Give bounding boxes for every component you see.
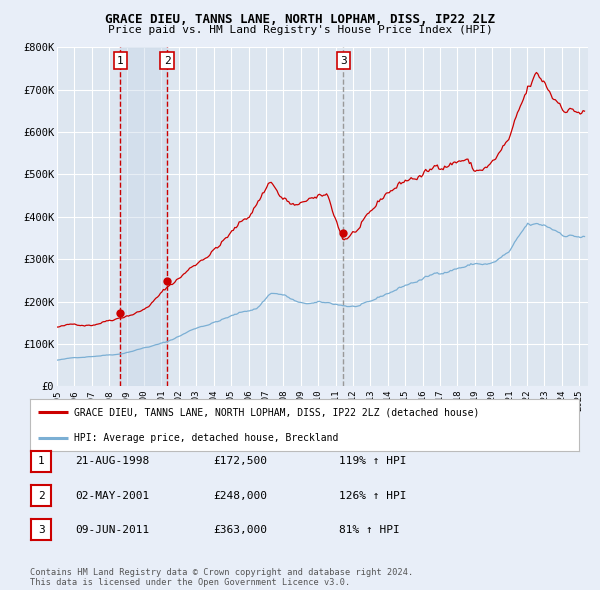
Text: 1: 1 xyxy=(38,457,44,466)
Text: £363,000: £363,000 xyxy=(213,525,267,535)
Text: 119% ↑ HPI: 119% ↑ HPI xyxy=(339,457,407,466)
Text: 1: 1 xyxy=(117,56,124,65)
Text: 02-MAY-2001: 02-MAY-2001 xyxy=(75,491,149,500)
Text: GRACE DIEU, TANNS LANE, NORTH LOPHAM, DISS, IP22 2LZ: GRACE DIEU, TANNS LANE, NORTH LOPHAM, DI… xyxy=(105,13,495,26)
Text: 3: 3 xyxy=(340,56,347,65)
Bar xyxy=(121,47,167,386)
Text: 2: 2 xyxy=(38,491,44,500)
Text: HPI: Average price, detached house, Breckland: HPI: Average price, detached house, Brec… xyxy=(74,434,338,443)
Text: £248,000: £248,000 xyxy=(213,491,267,500)
Text: Contains HM Land Registry data © Crown copyright and database right 2024.
This d: Contains HM Land Registry data © Crown c… xyxy=(30,568,413,587)
Text: GRACE DIEU, TANNS LANE, NORTH LOPHAM, DISS, IP22 2LZ (detached house): GRACE DIEU, TANNS LANE, NORTH LOPHAM, DI… xyxy=(74,408,479,417)
Text: 126% ↑ HPI: 126% ↑ HPI xyxy=(339,491,407,500)
Text: 3: 3 xyxy=(38,525,44,535)
Text: £172,500: £172,500 xyxy=(213,457,267,466)
Text: 2: 2 xyxy=(164,56,170,65)
Text: Price paid vs. HM Land Registry's House Price Index (HPI): Price paid vs. HM Land Registry's House … xyxy=(107,25,493,35)
Text: 81% ↑ HPI: 81% ↑ HPI xyxy=(339,525,400,535)
Text: 09-JUN-2011: 09-JUN-2011 xyxy=(75,525,149,535)
Text: 21-AUG-1998: 21-AUG-1998 xyxy=(75,457,149,466)
